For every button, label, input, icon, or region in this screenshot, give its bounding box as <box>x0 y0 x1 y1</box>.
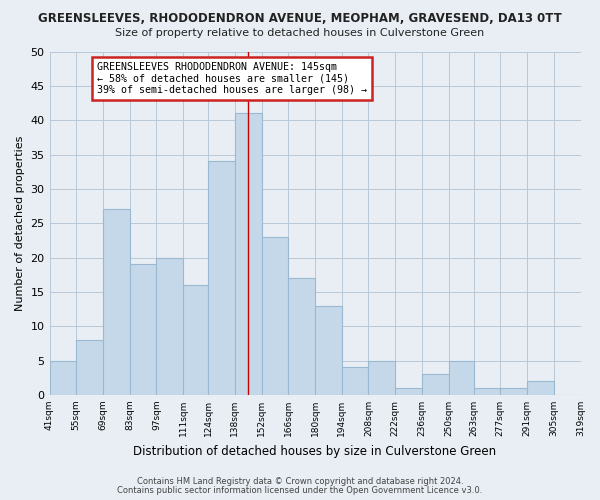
Bar <box>130 264 157 395</box>
Bar <box>183 285 208 395</box>
Y-axis label: Number of detached properties: Number of detached properties <box>15 136 25 311</box>
Bar <box>315 306 342 395</box>
Bar <box>157 258 183 395</box>
Bar <box>368 360 395 395</box>
Bar <box>50 360 76 395</box>
Bar <box>76 340 103 395</box>
Bar <box>527 381 554 395</box>
Text: Size of property relative to detached houses in Culverstone Green: Size of property relative to detached ho… <box>115 28 485 38</box>
Text: GREENSLEEVES, RHODODENDRON AVENUE, MEOPHAM, GRAVESEND, DA13 0TT: GREENSLEEVES, RHODODENDRON AVENUE, MEOPH… <box>38 12 562 26</box>
Bar <box>395 388 422 395</box>
Bar <box>449 360 473 395</box>
Bar <box>342 368 368 395</box>
Bar <box>500 388 527 395</box>
Bar <box>262 237 288 395</box>
Text: GREENSLEEVES RHODODENDRON AVENUE: 145sqm
← 58% of detached houses are smaller (1: GREENSLEEVES RHODODENDRON AVENUE: 145sqm… <box>97 62 367 95</box>
Bar <box>235 114 262 395</box>
Bar <box>422 374 449 395</box>
Bar <box>288 278 315 395</box>
Bar <box>208 162 235 395</box>
Text: Contains HM Land Registry data © Crown copyright and database right 2024.: Contains HM Land Registry data © Crown c… <box>137 477 463 486</box>
Bar <box>473 388 500 395</box>
Bar <box>103 210 130 395</box>
X-axis label: Distribution of detached houses by size in Culverstone Green: Distribution of detached houses by size … <box>133 444 497 458</box>
Text: Contains public sector information licensed under the Open Government Licence v3: Contains public sector information licen… <box>118 486 482 495</box>
